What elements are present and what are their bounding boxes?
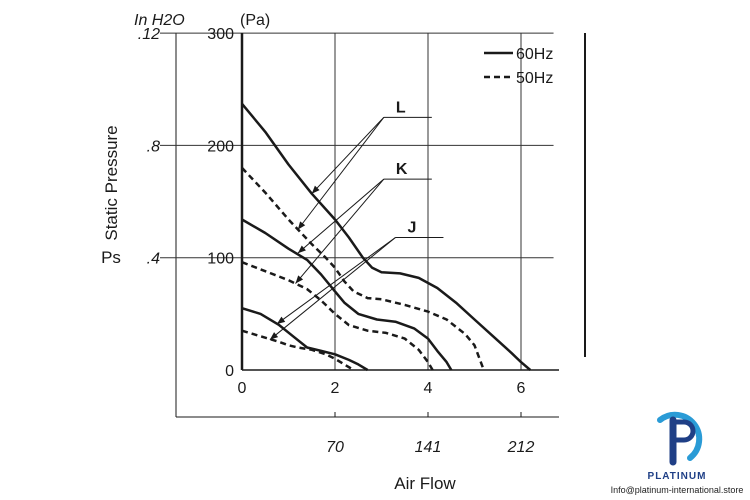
annotation-label-l: L — [396, 99, 406, 116]
y-tick-label: 200 — [207, 138, 234, 155]
legend: 60Hz 50Hz — [484, 46, 553, 87]
annotation-leader — [297, 117, 385, 230]
legend-label-60hz: 60Hz — [516, 46, 553, 63]
plot-axes — [240, 33, 559, 371]
series-k-50hz — [241, 261, 434, 371]
grid — [160, 32, 554, 370]
brand-name: PLATINUM — [648, 471, 707, 482]
x-tick-label: 0 — [238, 380, 247, 397]
x-axis-label: Air Flow — [394, 474, 456, 493]
y-tick-labels: 0 100 200 300 — [207, 26, 234, 380]
series-layer — [241, 103, 532, 372]
inh2o-tick-label: .4 — [147, 251, 160, 268]
annotation-arrowhead — [297, 221, 306, 230]
annotation-leader — [269, 237, 396, 341]
inh2o-tick-label: .8 — [147, 138, 160, 155]
cfm-tick-label: 212 — [507, 439, 535, 456]
annotation-label-k: K — [396, 161, 408, 178]
brand-watermark: PLATINUM Info@platinum-international.sto… — [611, 411, 744, 495]
x-tick-label: 2 — [331, 380, 340, 397]
cfm-tick-label: 141 — [415, 439, 442, 456]
platinum-logo — [657, 411, 703, 466]
annotation-layer: L K J — [269, 99, 444, 341]
inh2o-tick-label: .12 — [138, 26, 160, 43]
annotation-arrowhead — [311, 185, 320, 194]
y-tick-label: 0 — [225, 363, 234, 380]
x-tick-label: 6 — [517, 380, 526, 397]
inh2o-unit-label: In H2O — [134, 12, 185, 29]
brand-email: Info@platinum-international.store — [611, 485, 744, 495]
y-axis-symbol: Ps — [101, 248, 121, 267]
annotation-leader — [311, 116, 385, 195]
cfm-tick-labels: 70 141 212 — [326, 412, 534, 456]
annotation-label-j: J — [407, 219, 416, 236]
x-tick-label: 4 — [424, 380, 433, 397]
y-tick-label: 300 — [207, 26, 234, 43]
annotation-leader — [297, 178, 385, 254]
series-k-60hz — [241, 218, 453, 371]
annotation-leader — [295, 178, 385, 284]
series-j-50hz — [241, 329, 355, 372]
annotation-arrowhead — [276, 316, 286, 324]
outer-frame — [175, 33, 586, 418]
annotation-arrowhead — [269, 332, 279, 340]
annotation-arrowhead — [295, 275, 304, 284]
x-tick-labels: 0 2 4 6 — [238, 380, 526, 397]
series-j-60hz — [241, 307, 369, 372]
pa-unit-label: (Pa) — [240, 12, 270, 29]
annotation-arrowhead — [297, 245, 306, 254]
inh2o-tick-labels: .12 .8 .4 — [138, 26, 160, 268]
legend-label-50hz: 50Hz — [516, 70, 553, 87]
y-axis-label: Static Pressure — [102, 125, 121, 240]
y-tick-label: 100 — [207, 251, 234, 268]
series-l-60hz — [241, 103, 532, 371]
cfm-tick-label: 70 — [326, 439, 344, 456]
series-l-50hz — [241, 167, 485, 371]
annotation-leader — [276, 237, 396, 325]
